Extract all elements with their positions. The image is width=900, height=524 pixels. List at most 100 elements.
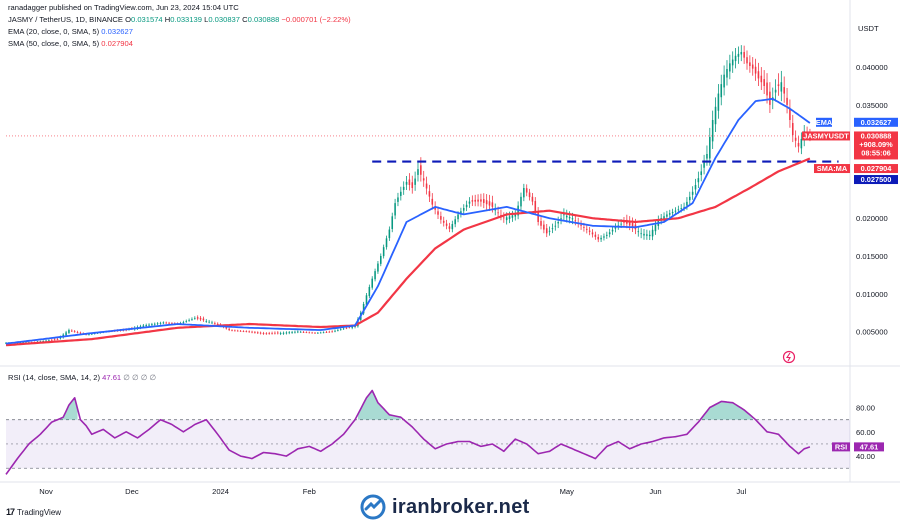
candle-body <box>428 191 431 197</box>
candle-body <box>468 201 471 204</box>
candle-body <box>285 332 288 334</box>
candle-body <box>543 224 545 230</box>
candle-body <box>477 199 479 202</box>
rsi-legend[interactable]: RSI (14, close, SMA, 14, 2) 47.61 ∅ ∅ ∅ … <box>8 373 156 382</box>
candle-body <box>763 79 765 86</box>
candle-body <box>214 323 216 324</box>
candle-body <box>311 332 313 334</box>
candle-body <box>766 82 768 96</box>
candle-body <box>156 323 159 325</box>
candle-body <box>783 87 785 94</box>
candle-body <box>211 322 213 324</box>
candle-body <box>231 330 233 332</box>
candle-body <box>153 323 156 325</box>
candle-body <box>322 332 325 334</box>
candle-body <box>405 181 408 185</box>
ohlc-change: −0.000701 (−2.22%) <box>281 15 351 24</box>
candle-body <box>485 200 488 205</box>
candle-body <box>431 198 434 205</box>
candle-body <box>68 330 70 333</box>
sma-legend[interactable]: SMA (50, close, 0, SMA, 5) 0.027904 <box>8 39 133 48</box>
ema20-line <box>5 97 811 345</box>
candle-body <box>643 233 645 236</box>
price-tick-label: 0.020000 <box>856 214 888 223</box>
candle-body <box>717 93 720 111</box>
candle-body <box>414 178 416 185</box>
candle-body <box>557 222 559 224</box>
candle-body <box>460 211 462 215</box>
candle-body <box>71 330 73 332</box>
tradingview-brand[interactable]: 17 TradingView <box>6 507 61 517</box>
candle-body <box>568 216 571 219</box>
candle-body <box>434 206 436 210</box>
candle-body <box>374 271 376 280</box>
sma-value-tag-text: 0.027904 <box>861 164 893 173</box>
candle-body <box>740 52 743 55</box>
candle-body <box>319 332 322 334</box>
candle-body <box>382 247 385 257</box>
candle-body <box>648 234 651 237</box>
candle-body <box>694 184 697 190</box>
candle-body <box>65 332 67 336</box>
rsi-legend-value: 47.61 <box>102 373 122 382</box>
candle-body <box>437 211 439 215</box>
rsi-legend-label: RSI (14, close, SMA, 14, 2) <box>8 373 101 382</box>
ema-legend[interactable]: EMA (20, close, 0, SMA, 5) 0.032627 <box>8 27 133 36</box>
candle-body <box>339 329 342 331</box>
candle-body <box>571 218 574 220</box>
event-flash-icon[interactable] <box>782 350 796 364</box>
candle-body <box>631 223 634 228</box>
candle-body <box>511 215 514 218</box>
candle-body <box>531 196 534 202</box>
ema-value-tag-text: 0.032627 <box>861 118 892 127</box>
candle-body <box>497 212 499 214</box>
candle-body <box>563 214 565 216</box>
tradingview-label: TradingView <box>17 507 62 517</box>
candle-body <box>465 204 468 208</box>
candle-body <box>245 331 248 333</box>
candle-body <box>677 209 680 211</box>
time-tick-label: Jun <box>649 487 661 496</box>
ema-name-tag-text: EMA <box>816 118 833 127</box>
candle-body <box>706 154 708 159</box>
rsi-name-tag-text: RSI <box>835 442 847 451</box>
candle-body <box>606 234 608 236</box>
candle-body <box>508 216 511 219</box>
price-tick-label: 0.005000 <box>856 328 888 337</box>
candle-body <box>365 295 368 305</box>
candle-body <box>551 228 554 230</box>
ohlc-open-value: 0.031574 <box>130 15 163 24</box>
candle-body <box>611 229 614 232</box>
time-tick-label: Feb <box>303 487 316 496</box>
candle-body <box>786 97 788 105</box>
candle-body <box>448 226 451 229</box>
candle-body <box>548 230 551 232</box>
candle-body <box>743 52 745 58</box>
candle-body <box>789 108 791 120</box>
ohlc-high-label: H <box>164 15 171 24</box>
candle-body <box>668 213 671 215</box>
candle-body <box>594 234 597 237</box>
candle-body <box>754 66 757 74</box>
candle-body <box>794 137 797 141</box>
candle-body <box>19 342 22 344</box>
candle-body <box>597 237 600 240</box>
symbol-countdown-text: 08:55:06 <box>861 148 891 157</box>
candle-body <box>777 84 780 86</box>
candle-body <box>331 331 333 333</box>
candle-body <box>391 216 394 229</box>
candle-body <box>277 332 279 334</box>
candle-body <box>480 199 482 202</box>
rsi-tick-label: 80.00 <box>856 404 875 413</box>
candle-body <box>674 210 677 212</box>
candle-body <box>591 232 594 235</box>
candle-body <box>746 57 748 64</box>
candle-body <box>749 62 751 66</box>
candle-body <box>305 332 308 334</box>
candle-body <box>299 331 302 333</box>
candle-body <box>588 230 591 232</box>
candle-body <box>545 228 548 234</box>
time-tick-label: Nov <box>39 487 53 496</box>
candle-body <box>337 330 339 331</box>
